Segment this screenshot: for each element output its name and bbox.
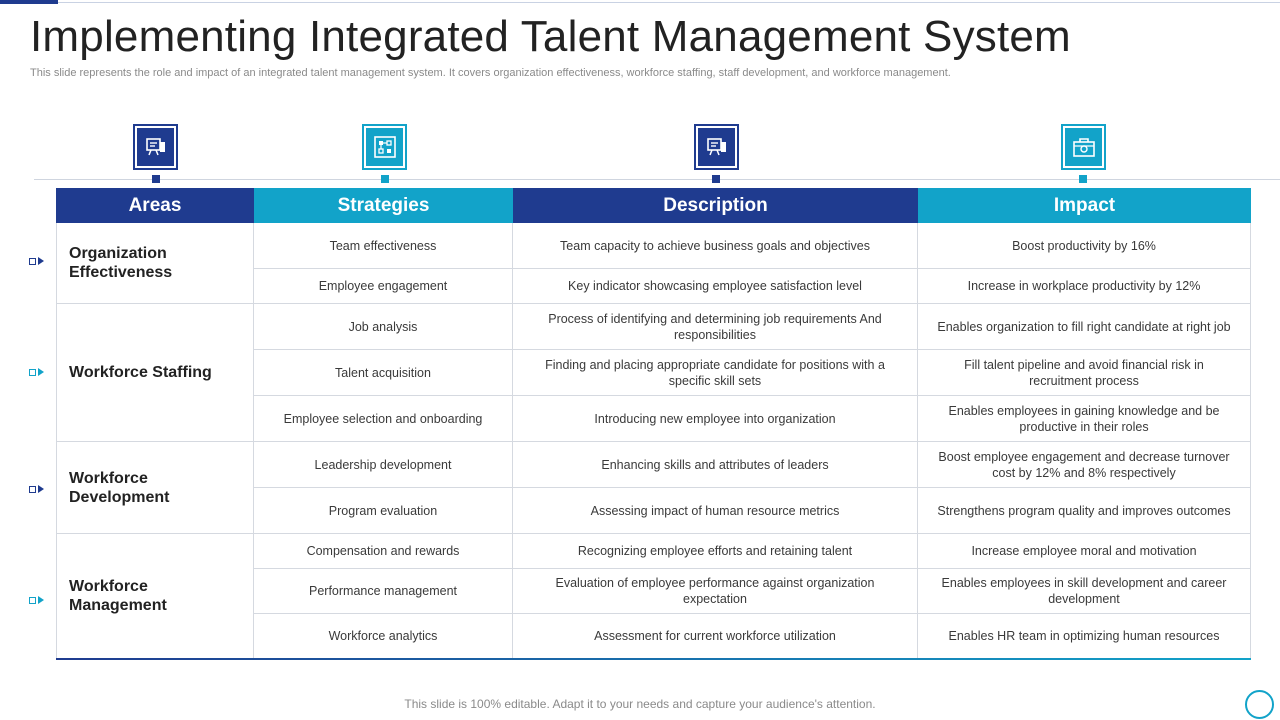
strategy-cell: Employee engagement <box>254 269 513 304</box>
header-description: Description <box>513 188 918 223</box>
connector-dot <box>152 175 160 183</box>
icon-rail <box>34 179 1280 180</box>
area-cell: Workforce Management <box>56 534 254 659</box>
table-bottom-rule <box>56 658 1251 660</box>
impact-cell: Boost employee engagement and decrease t… <box>918 442 1251 488</box>
strategy-cell: Job analysis <box>254 304 513 350</box>
strategy-cell: Performance management <box>254 569 513 614</box>
page-title: Implementing Integrated Talent Managemen… <box>30 12 1071 61</box>
description-cell: Key indicator showcasing employee satisf… <box>513 269 918 304</box>
strategy-cell: Employee selection and onboarding <box>254 396 513 442</box>
description-cell: Enhancing skills and attributes of leade… <box>513 442 918 488</box>
area-cell: Workforce Staffing <box>56 304 254 442</box>
top-accent-bar <box>0 0 58 4</box>
presentation-icon <box>133 124 178 170</box>
description-cell: Team capacity to achieve business goals … <box>513 223 918 269</box>
strategy-cell: Program evaluation <box>254 488 513 534</box>
header-impact: Impact <box>918 188 1251 223</box>
impact-cell: Strengthens program quality and improves… <box>918 488 1251 534</box>
description-cell: Evaluation of employee performance again… <box>513 569 918 614</box>
description-cell: Recognizing employee efforts and retaini… <box>513 534 918 569</box>
strategy-board-icon <box>362 124 407 170</box>
description-cell: Process of identifying and determining j… <box>513 304 918 350</box>
description-cell: Assessing impact of human resource metri… <box>513 488 918 534</box>
impact-cell: Increase employee moral and motivation <box>918 534 1251 569</box>
description-cell: Finding and placing appropriate candidat… <box>513 350 918 396</box>
impact-cell: Enables organization to fill right candi… <box>918 304 1251 350</box>
impact-cell: Boost productivity by 16% <box>918 223 1251 269</box>
row-marker <box>29 256 47 266</box>
impact-cell: Enables employees in skill development a… <box>918 569 1251 614</box>
strategy-cell: Team effectiveness <box>254 223 513 269</box>
row-marker <box>29 484 47 494</box>
connector-dot <box>1079 175 1087 183</box>
talent-management-table: Areas Strategies Description Impact Orga… <box>56 188 1251 660</box>
row-marker <box>29 595 47 605</box>
description-cell: Assessment for current workforce utiliza… <box>513 614 918 659</box>
area-cell: Workforce Development <box>56 442 254 534</box>
connector-dot <box>381 175 389 183</box>
corner-circle-icon <box>1245 690 1274 719</box>
impact-cell: Enables HR team in optimizing human reso… <box>918 614 1251 659</box>
area-cell: Organization Effectiveness <box>56 223 254 304</box>
briefcase-icon <box>1061 124 1106 170</box>
description-cell: Introducing new employee into organizati… <box>513 396 918 442</box>
row-marker <box>29 367 47 377</box>
impact-cell: Fill talent pipeline and avoid financial… <box>918 350 1251 396</box>
top-divider <box>58 2 1280 3</box>
strategy-cell: Talent acquisition <box>254 350 513 396</box>
strategy-cell: Workforce analytics <box>254 614 513 659</box>
header-strategies: Strategies <box>254 188 513 223</box>
strategy-cell: Leadership development <box>254 442 513 488</box>
impact-cell: Enables employees in gaining knowledge a… <box>918 396 1251 442</box>
connector-dot <box>712 175 720 183</box>
impact-cell: Increase in workplace productivity by 12… <box>918 269 1251 304</box>
page-subtitle: This slide represents the role and impac… <box>30 67 951 79</box>
strategy-cell: Compensation and rewards <box>254 534 513 569</box>
presentation-icon <box>694 124 739 170</box>
header-areas: Areas <box>56 188 254 223</box>
footer-note: This slide is 100% editable. Adapt it to… <box>404 697 876 711</box>
